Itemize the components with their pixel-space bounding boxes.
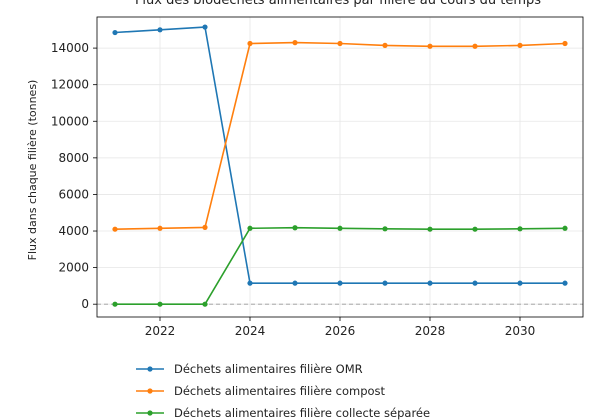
y-tick-label: 2000 [58, 261, 89, 275]
y-tick-label: 0 [81, 297, 89, 311]
data-point [472, 43, 478, 49]
data-point [157, 27, 163, 33]
x-axis-ticks: 2022 2024 2026 2028 2030 [145, 317, 536, 338]
legend-item-2: Déchets alimentaires filière compost [136, 384, 386, 398]
series-3 [112, 225, 568, 307]
data-point [472, 226, 478, 232]
data-point [427, 43, 433, 49]
data-point [292, 280, 298, 286]
data-point [202, 301, 208, 307]
data-point [427, 280, 433, 286]
legend-swatch-marker [147, 388, 153, 394]
data-point [247, 225, 253, 231]
x-tick-label: 2030 [505, 324, 536, 338]
legend-label: Déchets alimentaires filière collecte sé… [174, 406, 430, 420]
y-tick-label: 6000 [58, 187, 89, 201]
data-point [562, 40, 568, 47]
data-point [382, 280, 388, 286]
data-point [112, 29, 118, 36]
legend-item-3: Déchets alimentaires filière collecte sé… [136, 406, 430, 420]
legend-swatch-marker [147, 366, 153, 372]
y-tick-label: 12000 [51, 78, 89, 92]
legend-item-1: Déchets alimentaires filière OMR [136, 362, 363, 376]
x-tick-label: 2026 [325, 324, 356, 338]
data-point [292, 40, 298, 46]
x-tick-label: 2028 [415, 324, 446, 338]
data-point [472, 280, 478, 286]
data-point [517, 42, 523, 48]
legend-swatch-marker [147, 410, 153, 416]
legend-label: Déchets alimentaires filière OMR [174, 362, 363, 376]
legend: Déchets alimentaires filière OMR Déchets … [136, 362, 430, 420]
data-point [157, 301, 163, 307]
series-1 [112, 24, 568, 286]
y-axis-ticks: 0 2000 4000 6000 8000 10000 12000 14000 [51, 41, 97, 311]
grid [97, 17, 583, 317]
data-point [157, 225, 163, 231]
legend-label: Déchets alimentaires filière compost [174, 384, 386, 398]
y-tick-label: 8000 [58, 151, 89, 165]
chart-title: Flux des biodéchets alimentaires par fil… [135, 0, 541, 8]
data-point [382, 42, 388, 48]
data-point [427, 226, 433, 232]
data-point [247, 280, 253, 286]
data-point [202, 224, 208, 230]
data-point [337, 40, 343, 47]
data-point [112, 301, 118, 307]
series-layer [112, 24, 568, 307]
data-point [202, 24, 208, 30]
data-point [517, 280, 523, 286]
series-2 [112, 40, 568, 232]
y-axis-label: Flux dans chaque filière (tonnes) [26, 80, 39, 261]
y-tick-label: 4000 [58, 224, 89, 238]
data-point [292, 225, 298, 231]
y-tick-label: 14000 [51, 41, 89, 55]
data-point [112, 226, 118, 232]
data-point [247, 40, 253, 47]
x-tick-label: 2024 [235, 324, 266, 338]
data-point [517, 226, 523, 232]
x-tick-label: 2022 [145, 324, 176, 338]
data-point [382, 226, 388, 232]
y-tick-label: 10000 [51, 114, 89, 128]
data-point [562, 225, 568, 231]
data-point [337, 280, 343, 286]
data-point [562, 280, 568, 286]
data-point [337, 225, 343, 231]
